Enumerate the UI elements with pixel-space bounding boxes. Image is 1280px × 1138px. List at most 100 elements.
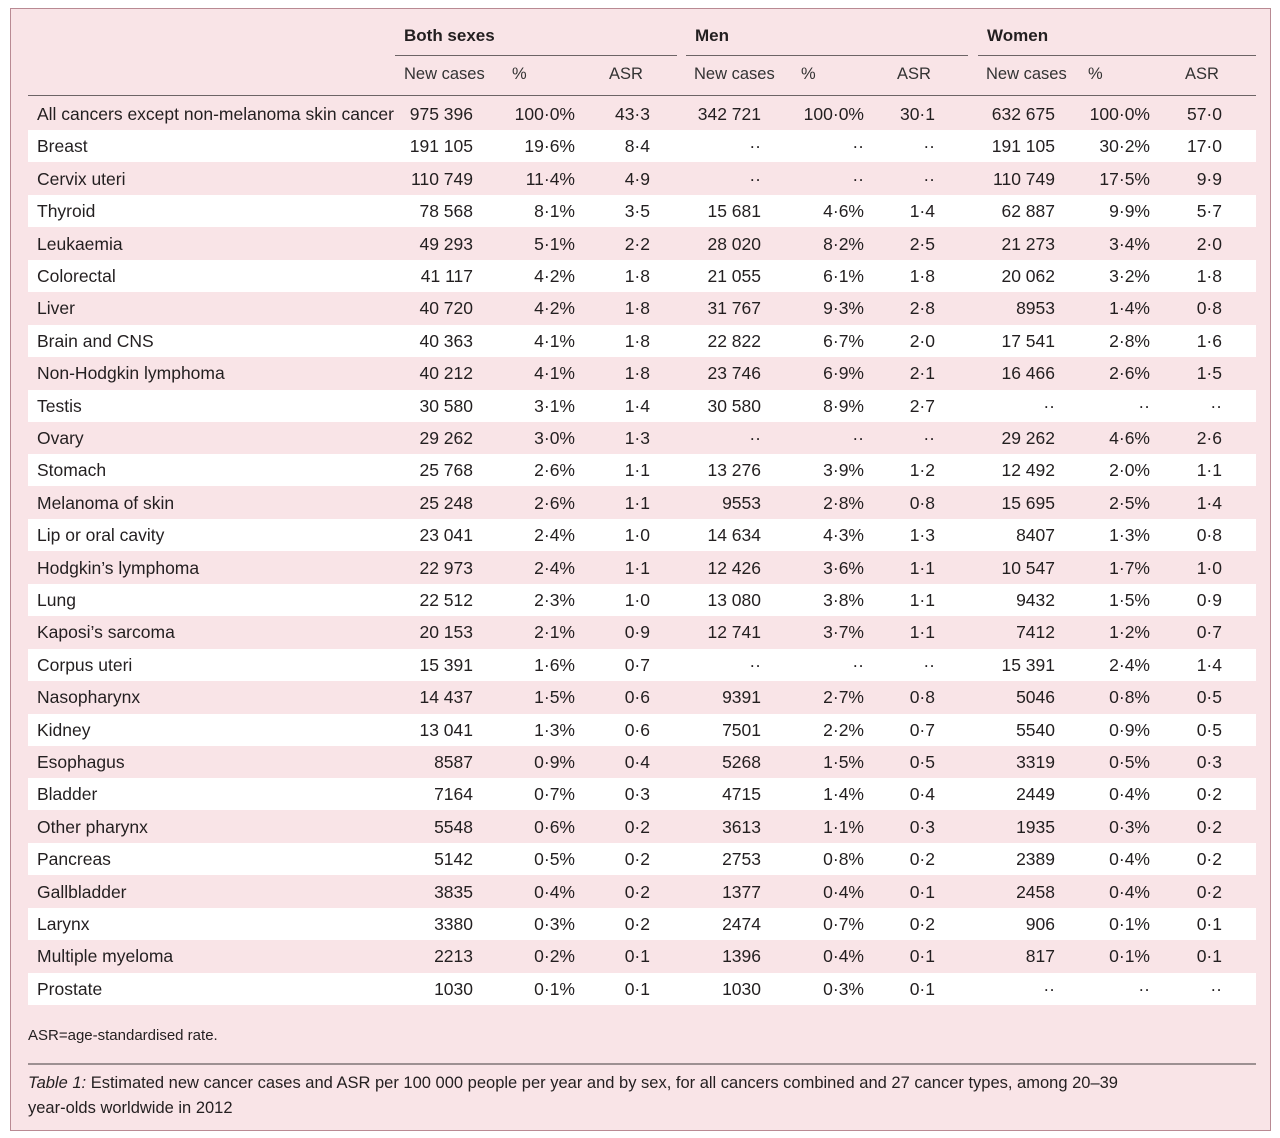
- cell-women-percent: 30·2%: [1099, 136, 1150, 157]
- table-row: Breast 191 105 19·6% 8·4 ·· ·· ·· 191 105 30·2% 1…: [28, 130, 1256, 163]
- cell-men-percent: 6·7%: [823, 330, 864, 351]
- cell-both-sexes-new-cases: 22 512: [419, 590, 473, 610]
- cell-women-percent: 3·2%: [1109, 266, 1150, 286]
- subheader-men-new-cases: New cases: [694, 65, 775, 83]
- cell-men-asr: 0·1: [909, 946, 935, 967]
- cell-men-percent: 2·7%: [823, 687, 864, 708]
- table-row: Brain and CNS 40 363 4·1% 1·8 22 822 6·7% 2·0 1…: [28, 324, 1256, 357]
- cell-both-sexes-new-cases: 40 212: [419, 363, 473, 384]
- table-row: Gallbladder 3835 0·4% 0·2 1377 0·4% 0·1 2458 0·4…: [28, 876, 1256, 908]
- cell-both-sexes-asr: 0·2: [624, 914, 650, 934]
- table-row: Multiple myeloma 2213 0·2% 0·1 1396 0·4% 0·1 81…: [28, 940, 1256, 972]
- cancer-type-label: Kidney: [37, 719, 91, 740]
- cell-women-percent: 2·4%: [1109, 654, 1150, 675]
- cell-women-percent: 9·9%: [1109, 201, 1150, 222]
- cell-women-percent: 0·1%: [1109, 914, 1150, 934]
- cell-women-percent: 0·4%: [1109, 881, 1150, 902]
- cell-both-sexes-asr: 0·9: [624, 622, 650, 643]
- cell-men-new-cases: 1396: [722, 946, 761, 967]
- cell-women-asr: 17·0: [1186, 136, 1222, 157]
- cell-both-sexes-percent: 2·6%: [534, 460, 575, 481]
- cell-both-sexes-percent: 2·4%: [534, 525, 575, 546]
- cell-women-asr: 2·0: [1196, 233, 1222, 254]
- cell-both-sexes-percent: 1·6%: [534, 654, 575, 675]
- cell-men-asr: 1·4: [909, 201, 935, 222]
- cell-men-asr: 2·8: [909, 298, 935, 319]
- cell-both-sexes-asr: 1·0: [624, 525, 650, 546]
- cell-both-sexes-new-cases: 29 262: [419, 428, 473, 448]
- cell-women-percent: 0·1%: [1109, 946, 1150, 967]
- cell-men-new-cases: 1377: [722, 881, 761, 902]
- cell-women-percent: 0·3%: [1109, 816, 1150, 837]
- cell-women-new-cases: 1935: [1016, 816, 1055, 837]
- table-row: Lip or oral cavity 23 041 2·4% 1·0 14 634 4·3…: [28, 519, 1256, 552]
- cell-women-new-cases: 20 062: [1001, 266, 1055, 286]
- cell-women-new-cases: 3319: [1016, 752, 1055, 772]
- table-frame: [10, 8, 1271, 1131]
- cell-women-new-cases: 29 262: [1001, 428, 1055, 448]
- cell-men-asr: 0·3: [909, 816, 935, 837]
- cell-women-percent: 1·2%: [1109, 622, 1150, 643]
- cell-women-asr: 1·5: [1196, 363, 1222, 384]
- cell-men-percent: 8·9%: [823, 395, 864, 416]
- cell-women-new-cases: 15 391: [1001, 654, 1055, 675]
- cell-women-asr: 0·8: [1196, 298, 1222, 319]
- cell-both-sexes-percent: 3·0%: [534, 428, 575, 448]
- cell-women-asr: 0·1: [1196, 946, 1222, 967]
- cell-both-sexes-percent: 0·9%: [534, 752, 575, 772]
- cell-men-new-cases: 1030: [722, 978, 761, 999]
- subheader-women-percent: %: [1088, 65, 1103, 83]
- table-row: Non-Hodgkin lymphoma 40 212 4·1% 1·8 23 746 6…: [28, 357, 1256, 389]
- table-row: Hodgkin’s lymphoma 22 973 2·4% 1·1 12 426 3·6…: [28, 552, 1256, 584]
- cell-men-percent: 8·2%: [823, 233, 864, 254]
- cell-women-new-cases: 5046: [1016, 687, 1055, 708]
- cell-men-new-cases: 14 634: [707, 525, 761, 546]
- cell-men-new-cases: 4715: [722, 784, 761, 805]
- cell-men-asr: 0·1: [909, 881, 935, 902]
- cell-both-sexes-new-cases: 13 041: [419, 719, 473, 740]
- cell-both-sexes-asr: 1·8: [624, 266, 650, 286]
- cell-both-sexes-asr: 1·4: [624, 395, 650, 416]
- table-row: Melanoma of skin 25 248 2·6% 1·1 9553 2·8% 0·8…: [28, 487, 1256, 519]
- subheader-women-new-cases: New cases: [986, 65, 1067, 83]
- cell-both-sexes-new-cases: 40 720: [419, 298, 473, 319]
- cell-women-percent: 100·0%: [1089, 104, 1150, 124]
- cell-men-new-cases: 13 276: [707, 460, 761, 481]
- cell-both-sexes-asr: 1·0: [624, 590, 650, 610]
- table-row: Stomach 25 768 2·6% 1·1 13 276 3·9% 1·2 12 492 2…: [28, 454, 1256, 487]
- cell-both-sexes-asr: 8·4: [624, 136, 650, 157]
- cell-men-new-cases: 9391: [722, 687, 761, 708]
- cell-men-asr: 0·4: [909, 784, 935, 805]
- cell-both-sexes-new-cases: 8587: [434, 752, 473, 772]
- cell-women-new-cases: 17 541: [1001, 330, 1055, 351]
- cell-both-sexes-asr: 1·1: [624, 557, 650, 578]
- cell-women-percent: ··: [1138, 978, 1150, 999]
- cell-women-new-cases: 8407: [1016, 525, 1055, 546]
- cell-men-percent: 6·9%: [823, 363, 864, 384]
- cell-both-sexes-percent: 1·3%: [534, 719, 575, 740]
- cancer-type-label: Colorectal: [37, 266, 116, 286]
- cell-both-sexes-asr: 0·1: [624, 946, 650, 967]
- cell-men-percent: 3·8%: [823, 590, 864, 610]
- cancer-type-label: Liver: [37, 298, 75, 319]
- cell-men-percent: 1·5%: [823, 752, 864, 772]
- cell-men-new-cases: ··: [749, 168, 761, 189]
- cell-women-asr: 0·8: [1196, 525, 1222, 546]
- cancer-type-label: All cancers except non-melanoma skin can…: [37, 104, 394, 124]
- cancer-type-label: Nasopharynx: [37, 687, 141, 708]
- cancer-type-label: Lip or oral cavity: [37, 525, 165, 546]
- cell-men-asr: 30·1: [899, 104, 935, 124]
- table-caption: Table 1: Estimated new cancer cases and …: [28, 1071, 1148, 1121]
- cell-women-percent: 0·9%: [1109, 719, 1150, 740]
- cell-women-percent: 0·4%: [1109, 784, 1150, 805]
- cell-women-percent: 0·5%: [1109, 752, 1150, 772]
- cell-both-sexes-new-cases: 22 973: [419, 557, 473, 578]
- table-row: Other pharynx 5548 0·6% 0·2 3613 1·1% 0·3 1935 0…: [28, 811, 1256, 843]
- cell-women-percent: 0·4%: [1109, 849, 1150, 870]
- cell-women-new-cases: 7412: [1016, 622, 1055, 643]
- cell-men-asr: 0·2: [909, 914, 935, 934]
- cell-women-asr: 5·7: [1196, 201, 1222, 222]
- cell-men-new-cases: 7501: [722, 719, 761, 740]
- cell-men-new-cases: 23 746: [707, 363, 761, 384]
- cancer-type-label: Kaposi’s sarcoma: [37, 622, 175, 643]
